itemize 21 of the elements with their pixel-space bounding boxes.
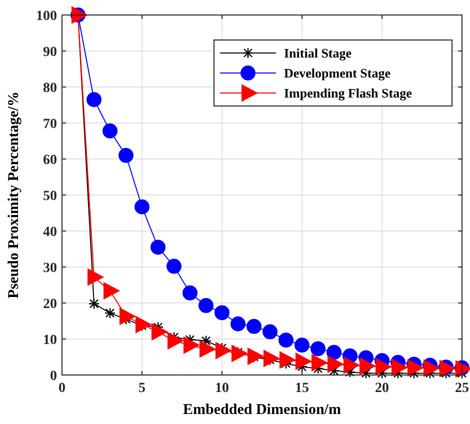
y-tick-label: 20 — [43, 296, 57, 312]
y-tick-label: 80 — [43, 80, 57, 96]
y-tick-label: 10 — [43, 332, 57, 348]
y-tick-label: 60 — [43, 152, 57, 168]
legend-label: Impending Flash Stage — [284, 86, 412, 101]
x-tick-label: 5 — [138, 381, 146, 396]
x-tick-label: 15 — [295, 381, 309, 396]
y-tick-label: 30 — [43, 260, 57, 276]
legend-label: Development Stage — [284, 66, 391, 81]
y-tick-label: 70 — [43, 116, 57, 132]
y-tick-label: 50 — [43, 188, 57, 204]
y-tick-label: 90 — [43, 44, 57, 60]
x-tick-label: 20 — [375, 381, 389, 396]
x-axis-title: Embedded Dimension/m — [183, 402, 342, 418]
y-tick-label: 40 — [43, 224, 57, 240]
y-tick-label: 0 — [50, 368, 57, 384]
legend-label: Initial Stage — [284, 46, 352, 61]
y-tick-label: 100 — [36, 8, 57, 24]
x-tick-label: 10 — [215, 381, 229, 396]
x-tick-label: 25 — [455, 381, 469, 396]
y-axis-title: Pseudo Proximity Percentage/% — [6, 92, 22, 298]
